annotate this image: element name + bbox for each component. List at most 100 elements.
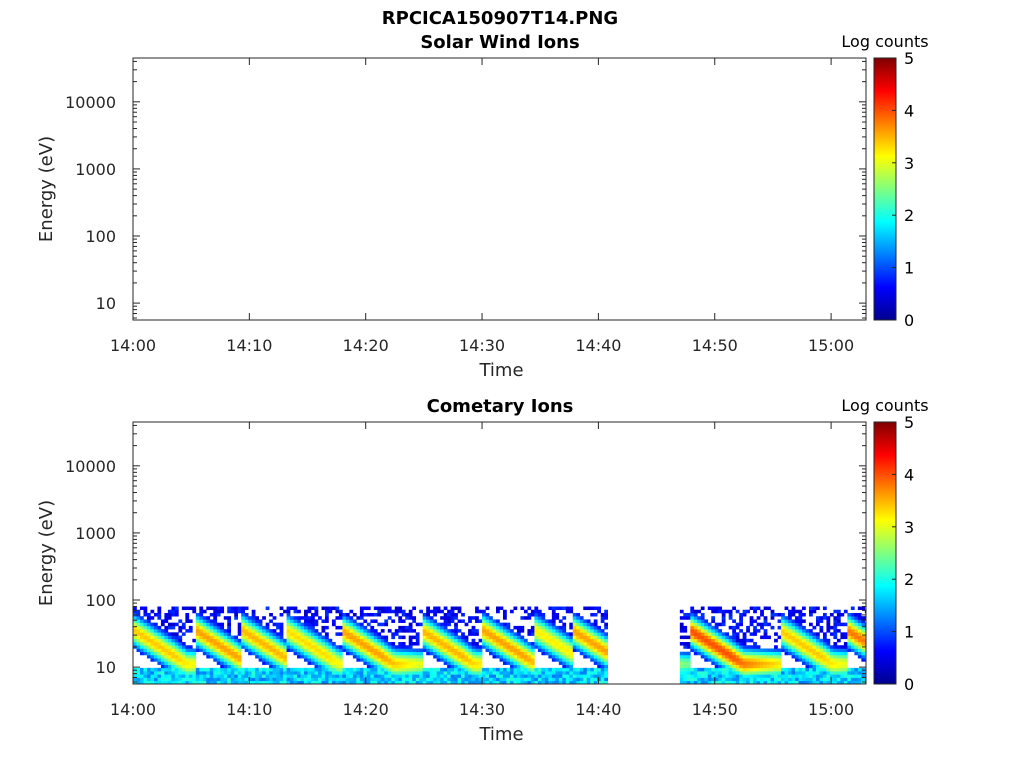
heatmap-cell (822, 635, 827, 640)
heatmap-cell (763, 677, 768, 682)
heatmap-cell (478, 661, 483, 665)
heatmap-cell (213, 612, 218, 617)
heatmap-cell (174, 677, 179, 682)
heatmap-cell (220, 648, 225, 653)
heatmap-cell (604, 625, 608, 630)
heatmap-cell (335, 632, 340, 636)
heatmap-cell (422, 648, 427, 653)
heatmap-cell (808, 651, 813, 656)
heatmap-cell (795, 658, 799, 662)
heatmap-cell (244, 674, 249, 678)
heatmap-cell (335, 609, 340, 614)
heatmap-cell (345, 648, 350, 653)
heatmap-cell (244, 629, 249, 633)
heatmap-cell (164, 645, 169, 649)
heatmap-cell (788, 619, 792, 623)
heatmap-cell (314, 658, 319, 662)
heatmap-cell (359, 645, 364, 649)
heatmap-cell (426, 642, 430, 646)
heatmap-cell (544, 680, 549, 685)
heatmap-cell (829, 664, 834, 669)
heatmap-cell (843, 645, 848, 649)
heatmap-cell (230, 606, 235, 611)
heatmap-cell (857, 642, 862, 646)
heatmap-cell (338, 612, 343, 617)
heatmap-cell (774, 680, 778, 685)
heatmap-cell (324, 664, 329, 669)
heatmap-cell (805, 629, 810, 633)
heatmap-cell (714, 664, 719, 669)
heatmap-cell (412, 642, 417, 646)
heatmap-cell (721, 654, 726, 659)
heatmap-cell (192, 654, 197, 659)
heatmap-cell (349, 645, 354, 649)
heatmap-cell (489, 616, 493, 620)
heatmap-cell (422, 671, 427, 675)
heatmap-cell (373, 677, 378, 682)
heatmap-cell (237, 642, 242, 646)
heatmap-cell (262, 625, 266, 630)
heatmap-cell (457, 651, 462, 656)
heatmap-cell (440, 677, 444, 682)
heatmap-cell (569, 625, 574, 630)
heatmap-cell (356, 667, 361, 672)
heatmap-cell (509, 664, 514, 669)
heatmap-cell (234, 635, 239, 640)
heatmap-cell (558, 654, 563, 659)
heatmap-cell (324, 677, 329, 682)
heatmap-cell (763, 654, 768, 659)
heatmap-cell (307, 622, 312, 627)
heatmap-cell (258, 622, 263, 627)
heatmap-cell (774, 674, 778, 678)
heatmap-cell (202, 632, 207, 636)
heatmap-cell (318, 638, 322, 643)
heatmap-cell (475, 664, 479, 669)
heatmap-cell (160, 642, 165, 646)
heatmap-cell (450, 609, 455, 614)
heatmap-cell (391, 632, 396, 636)
heatmap-cell (352, 674, 357, 678)
heatmap-cell (405, 654, 410, 659)
heatmap-cell (345, 645, 350, 649)
colorbar-tick-label: 3 (904, 518, 914, 537)
heatmap-cell (537, 632, 542, 636)
heatmap-cell (732, 680, 736, 685)
heatmap-cell (468, 671, 472, 675)
heatmap-cell (496, 680, 500, 685)
heatmap-cell (565, 635, 570, 640)
heatmap-cell (352, 648, 357, 653)
heatmap-cell (829, 661, 834, 665)
heatmap-cell (429, 629, 434, 633)
heatmap-cell (781, 629, 785, 633)
heatmap-cell (335, 661, 340, 665)
heatmap-cell (572, 625, 577, 630)
heatmap-cell (408, 661, 413, 665)
heatmap-cell (366, 654, 371, 659)
heatmap-cell (440, 625, 444, 630)
heatmap-cell (380, 638, 385, 643)
heatmap-cell (475, 632, 479, 636)
colorbar-tick-label: 4 (904, 465, 914, 484)
heatmap-cell (520, 629, 525, 633)
heatmap-cell (770, 654, 775, 659)
heatmap-cell (770, 651, 775, 656)
heatmap-cell (139, 635, 144, 640)
heatmap-cell (318, 661, 322, 665)
heatmap-cell (485, 612, 490, 617)
heatmap-cell (593, 619, 598, 623)
heatmap-cell (136, 635, 141, 640)
heatmap-cell (157, 638, 162, 643)
heatmap-cell (847, 680, 852, 685)
heatmap-cell (843, 667, 848, 672)
heatmap-cell (426, 674, 430, 678)
heatmap-cell (805, 667, 810, 672)
heatmap-cell (384, 609, 389, 614)
heatmap-cell (171, 642, 176, 646)
heatmap-cell (725, 642, 730, 646)
heatmap-cell (209, 619, 214, 623)
heatmap-cell (833, 625, 838, 630)
heatmap-cell (700, 645, 705, 649)
heatmap-cell (311, 635, 315, 640)
heatmap-cell (562, 616, 567, 620)
heatmap-cell (321, 635, 326, 640)
